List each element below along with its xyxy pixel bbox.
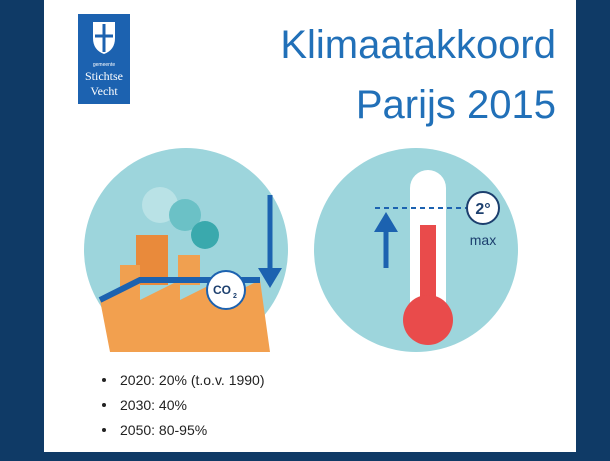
thermometer-bulb	[403, 295, 453, 345]
bullet: 2030: 40%	[120, 397, 187, 413]
co2-text: CO	[213, 283, 231, 297]
bullet-dot	[102, 428, 106, 432]
bullet-dot	[102, 378, 106, 382]
page: gemeente Stichtse Vecht Klimaatakkoord P…	[0, 0, 610, 461]
logo-text: Vecht	[90, 84, 118, 98]
slide-content: gemeente Stichtse Vecht Klimaatakkoord P…	[0, 0, 610, 461]
bullet: 2050: 80-95%	[120, 422, 207, 438]
title: Klimaatakkoord	[280, 23, 556, 67]
bullet: 2020: 20% (t.o.v. 1990)	[120, 372, 265, 388]
smoke	[191, 221, 219, 249]
title: Parijs 2015	[356, 83, 556, 127]
temp-value: 2°	[475, 201, 490, 218]
logo-text: Stichtse	[85, 69, 123, 83]
bullet-dot	[102, 403, 106, 407]
co2-sub: 2	[233, 293, 237, 300]
temp-label: max	[470, 232, 496, 248]
logo-text: gemeente	[93, 62, 115, 68]
